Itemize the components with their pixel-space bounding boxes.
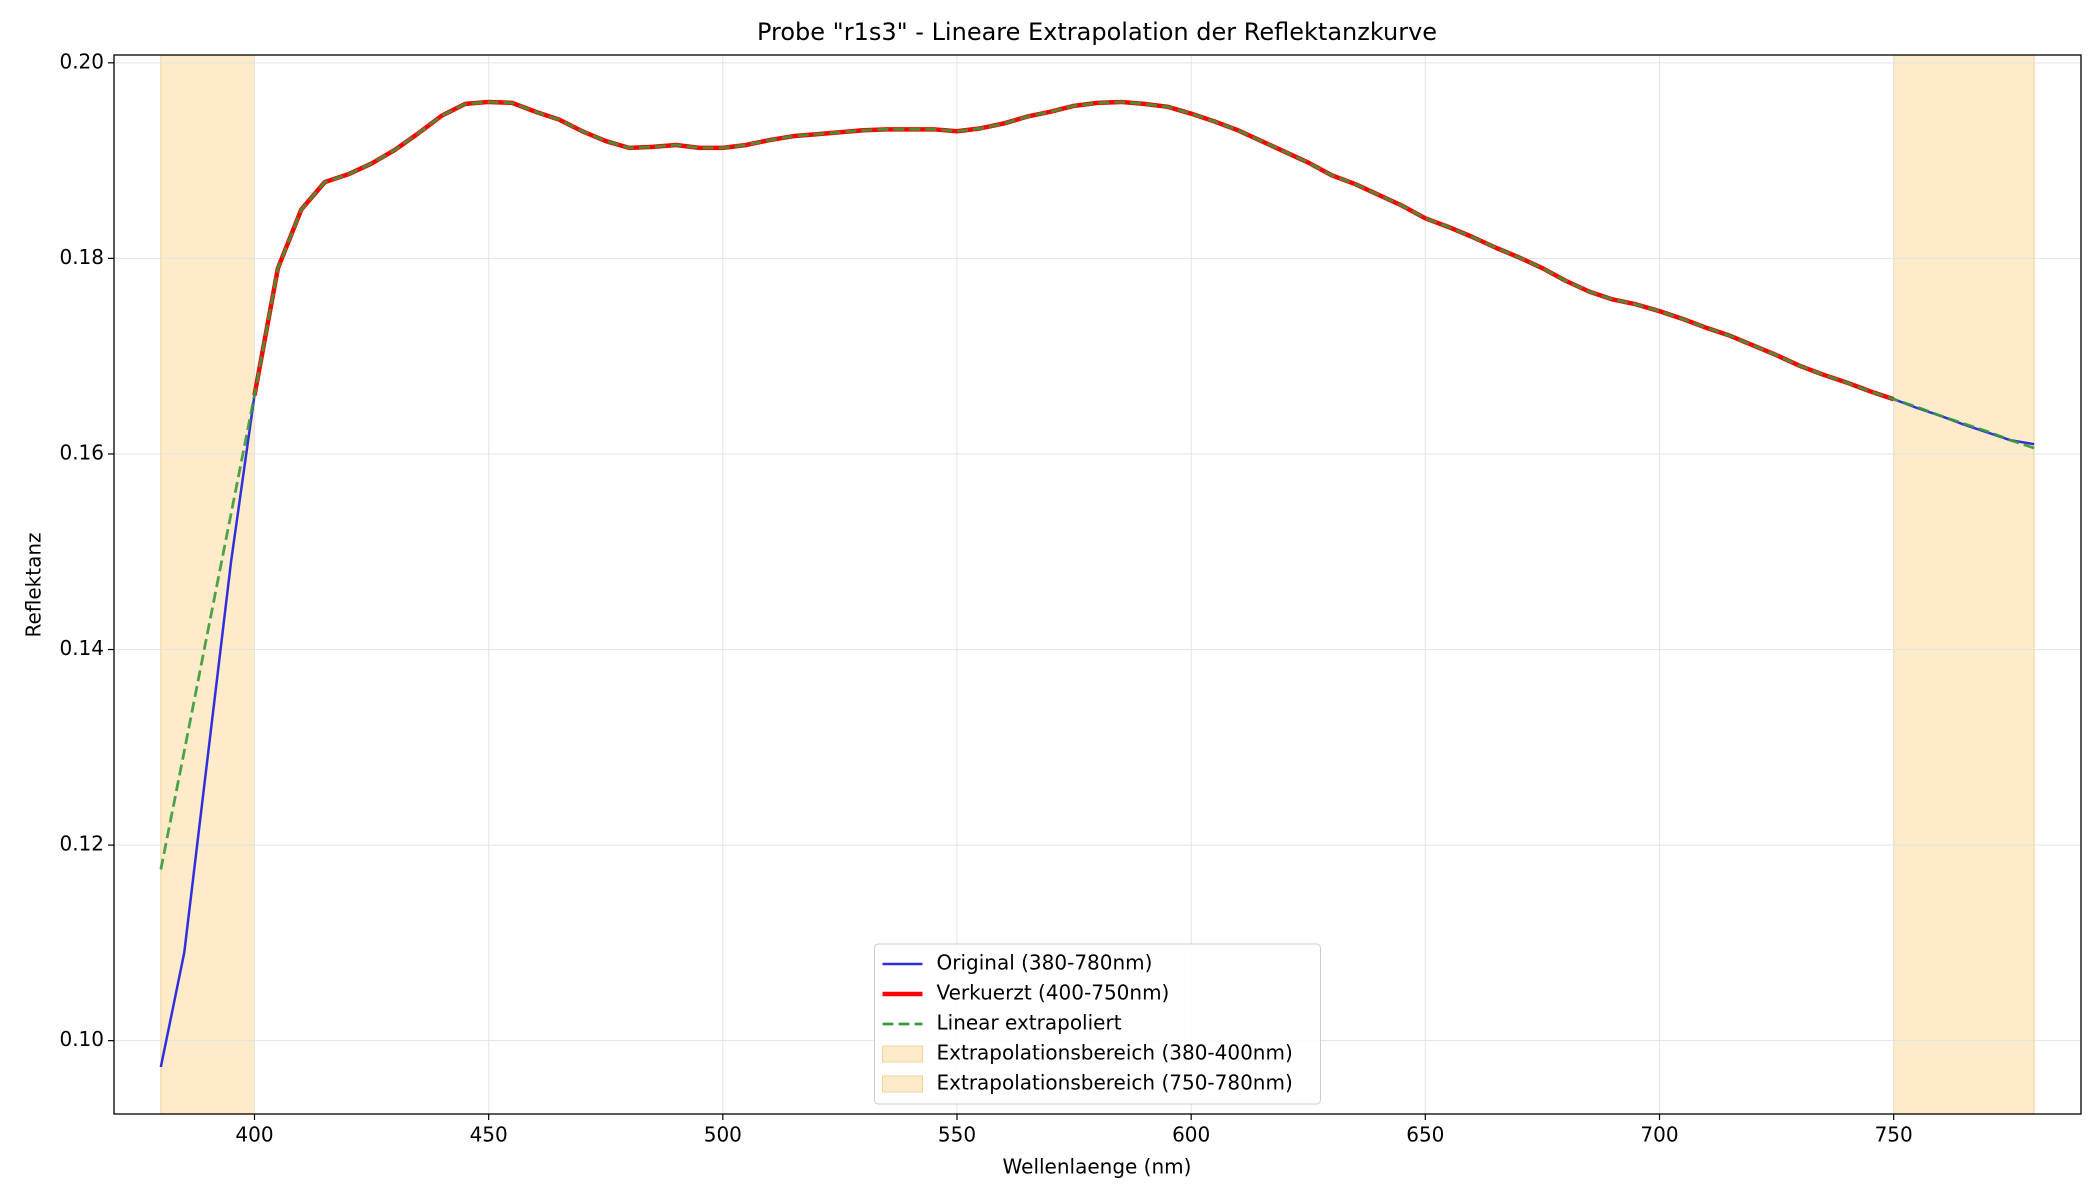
extrapolation-span [1893, 54, 2035, 1115]
y-tick-label: 0.16 [59, 440, 104, 464]
x-tick-label: 750 [1875, 1123, 1913, 1147]
x-tick-label: 450 [470, 1123, 508, 1147]
legend-swatch [882, 1075, 923, 1093]
legend-swatch [882, 1045, 923, 1063]
x-tick-label: 500 [704, 1123, 742, 1147]
legend-label: Extrapolationsbereich (750-780nm) [937, 1071, 1293, 1095]
legend-label: Extrapolationsbereich (380-400nm) [937, 1041, 1293, 1065]
x-axis-label: Wellenlaenge (nm) [1003, 1155, 1192, 1179]
chart-title: Probe "r1s3" - Lineare Extrapolation der… [757, 18, 1437, 46]
legend-label: Verkuerzt (400-750nm) [937, 981, 1170, 1005]
series-line [159, 100, 2035, 870]
y-tick-label: 0.10 [59, 1027, 104, 1051]
plot-frame [113, 54, 2082, 1115]
legend-box [874, 943, 1321, 1105]
x-tick-label: 700 [1640, 1123, 1678, 1147]
legend-label: Original (380-780nm) [937, 951, 1153, 975]
x-tick-label: 400 [235, 1123, 273, 1147]
x-tick-label: 550 [938, 1123, 976, 1147]
y-tick-label: 0.20 [59, 49, 104, 73]
legend: Original (380-780nm) Verkuerzt (400-750nm… [874, 943, 1321, 1105]
y-axis-label: Reflektanz [22, 532, 46, 637]
x-tick-label: 600 [1172, 1123, 1210, 1147]
x-tick-label: 650 [1406, 1123, 1444, 1147]
y-tick-label: 0.18 [59, 245, 104, 269]
y-tick-label: 0.12 [59, 832, 104, 856]
y-tick-label: 0.14 [59, 636, 104, 660]
extrapolation-span [160, 54, 255, 1115]
legend-label: Linear extrapoliert [937, 1011, 1122, 1035]
